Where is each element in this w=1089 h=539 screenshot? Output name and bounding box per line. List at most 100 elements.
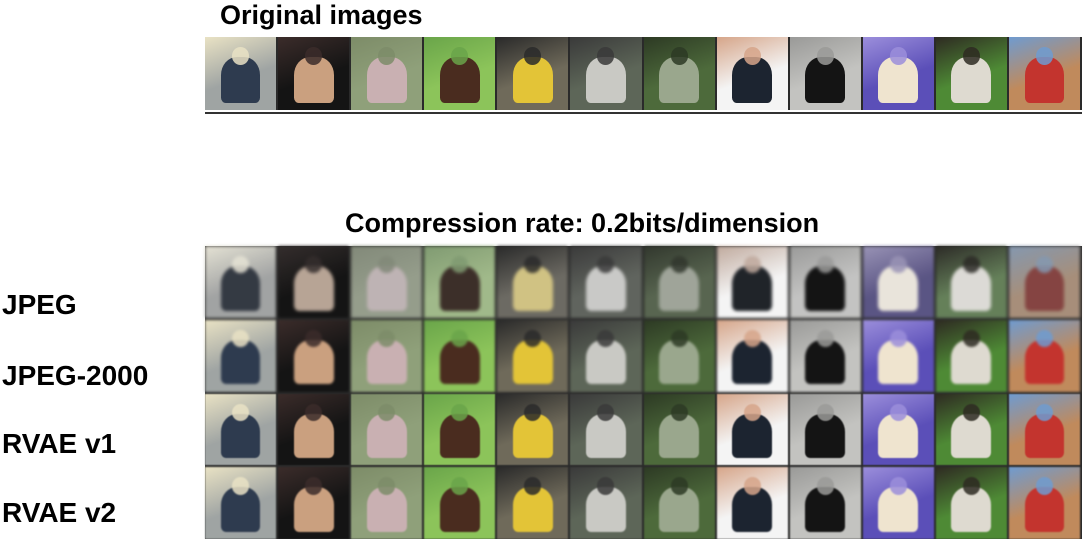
subject-shape: [512, 413, 553, 459]
subject-shape: [293, 339, 334, 385]
thumbnail-brown-dog-rvae-v2: [424, 467, 496, 539]
thumbnail-brown-dog-rvae-v1: [424, 393, 496, 466]
thumbnail-dog-grass-jpeg-2000: [935, 319, 1007, 392]
row-label-jpeg: JPEG: [2, 289, 77, 320]
highlight-shape: [889, 47, 907, 65]
highlight-shape: [816, 403, 834, 421]
subject-shape: [586, 487, 626, 532]
subject-shape: [878, 413, 919, 459]
highlight-shape: [597, 329, 615, 347]
highlight-shape: [743, 47, 761, 65]
highlight-shape: [378, 47, 396, 65]
highlight-shape: [378, 403, 396, 421]
thumbnail-golf-cart-jpeg-2000: [570, 319, 642, 392]
thumbnail-tram-jpeg-2000: [205, 319, 277, 392]
subject-shape: [439, 57, 480, 103]
subject-shape: [659, 487, 699, 532]
highlight-shape: [597, 256, 615, 274]
thumbnail-dog-grass: [935, 37, 1007, 110]
thumbnail-dog-grass-rvae-v1: [935, 393, 1007, 466]
subject-shape: [293, 57, 334, 103]
highlight-shape: [743, 256, 761, 274]
row-label-rvae-v1: RVAE v1: [2, 428, 117, 459]
subject-shape: [659, 413, 699, 459]
row-label-rvae-v2: RVAE v2: [2, 497, 117, 528]
subject-shape: [878, 57, 919, 103]
highlight-shape: [889, 477, 907, 495]
highlight-shape: [1035, 256, 1053, 274]
thumbnail-tram-jpeg: [205, 246, 277, 318]
thumbnail-golf-cart-rvae-v2: [570, 467, 642, 539]
thumbnail-wand-purple-jpeg-2000: [862, 319, 934, 392]
highlight-shape: [232, 403, 250, 421]
thumbnail-yellow-car-rvae-v1: [497, 393, 569, 466]
highlight-shape: [1035, 477, 1053, 495]
highlight-shape: [305, 256, 323, 274]
thumbnail-couple-rvae-v1: [278, 393, 350, 466]
thumbnail-yellow-car-jpeg: [497, 246, 569, 318]
highlight-shape: [962, 403, 980, 421]
thumbnail-forest-bird-jpeg-2000: [643, 319, 715, 392]
highlight-shape: [232, 256, 250, 274]
subject-shape: [366, 413, 407, 459]
subject-shape: [951, 339, 992, 385]
thumbnail-tram-rvae-v1: [205, 393, 277, 466]
subject-shape: [878, 487, 919, 532]
thumbnail-forest-bird: [643, 37, 715, 110]
highlight-shape: [597, 47, 615, 65]
thumbnail-black-swan: [789, 37, 861, 110]
highlight-shape: [597, 403, 615, 421]
thumbnail-runner-track-rvae-v2: [1008, 467, 1080, 539]
subject-shape: [293, 413, 334, 459]
subject-shape: [586, 413, 626, 459]
subject-shape: [659, 339, 699, 385]
subject-shape: [439, 413, 480, 459]
thumbnail-yellow-car-jpeg-2000: [497, 319, 569, 392]
thumbnail-yellow-car: [497, 37, 569, 110]
highlight-shape: [670, 477, 688, 495]
thumbnail-couple-rvae-v2: [278, 467, 350, 539]
highlight-shape: [1035, 47, 1053, 65]
thumbnail-black-swan-jpeg-2000: [789, 319, 861, 392]
subject-shape: [220, 487, 261, 532]
highlight-shape: [378, 256, 396, 274]
highlight-shape: [962, 47, 980, 65]
thumbnail-couple-jpeg: [278, 246, 350, 318]
subject-shape: [732, 339, 772, 385]
subject-shape: [293, 266, 334, 311]
highlight-shape: [524, 477, 542, 495]
subject-shape: [366, 266, 407, 311]
subject-shape: [805, 487, 846, 532]
highlight-shape: [451, 403, 469, 421]
subject-shape: [366, 339, 407, 385]
thumbnail-golf-cart-jpeg: [570, 246, 642, 318]
original-images-baseline: [205, 112, 1082, 114]
highlight-shape: [524, 403, 542, 421]
thumbnail-runner-track-rvae-v1: [1008, 393, 1080, 466]
thumbnail-golf-cart-rvae-v1: [570, 393, 642, 466]
thumbnail-girl-dress-rvae-v2: [351, 467, 423, 539]
thumbnail-brown-dog-jpeg-2000: [424, 319, 496, 392]
subject-shape: [220, 413, 261, 459]
thumbnail-girl-dress-rvae-v1: [351, 393, 423, 466]
highlight-shape: [670, 403, 688, 421]
subject-shape: [439, 266, 480, 311]
subject-shape: [805, 413, 846, 459]
thumbnail-girl-dress-jpeg: [351, 246, 423, 318]
thumbnail-wand-purple-rvae-v1: [862, 393, 934, 466]
highlight-shape: [889, 329, 907, 347]
highlight-shape: [305, 47, 323, 65]
subject-shape: [951, 487, 992, 532]
highlight-shape: [451, 329, 469, 347]
highlight-shape: [305, 403, 323, 421]
highlight-shape: [962, 256, 980, 274]
subject-shape: [732, 487, 772, 532]
subject-shape: [878, 266, 919, 311]
highlight-shape: [816, 329, 834, 347]
thumbnail-runner-track: [1008, 37, 1080, 110]
thumbnail-boy-shirt-rvae-v2: [716, 467, 788, 539]
subject-shape: [512, 266, 553, 311]
subject-shape: [878, 339, 919, 385]
highlight-shape: [816, 47, 834, 65]
highlight-shape: [232, 329, 250, 347]
